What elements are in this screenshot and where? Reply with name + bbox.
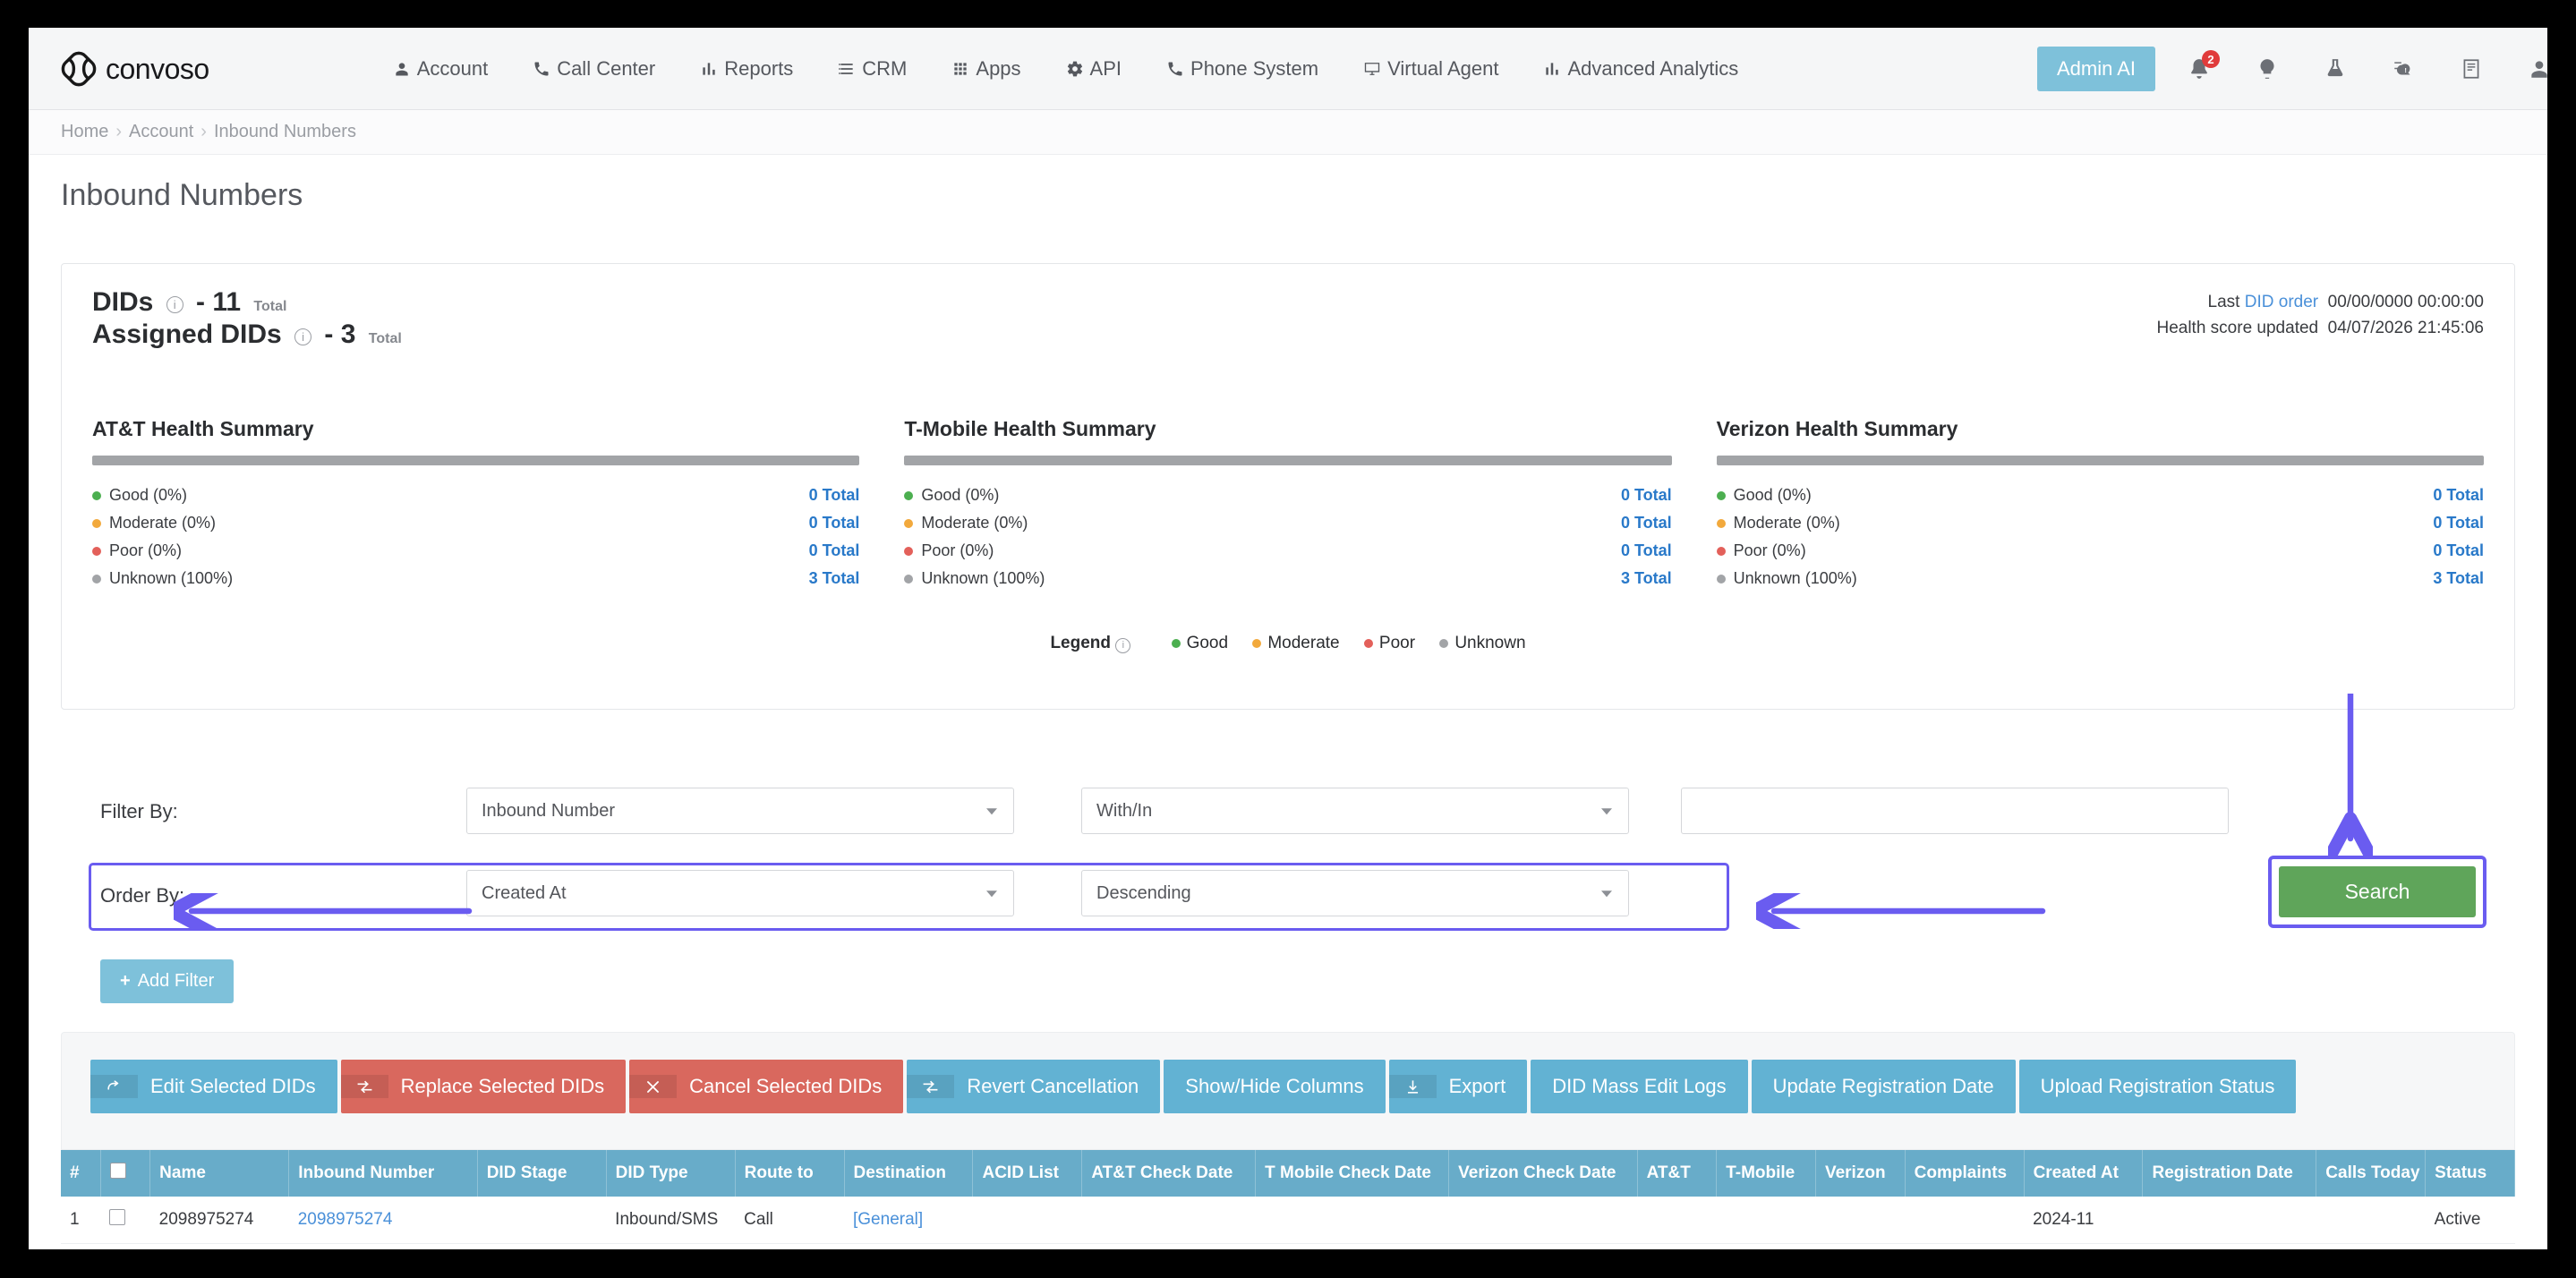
svg-text:!: ! bbox=[2404, 66, 2407, 74]
